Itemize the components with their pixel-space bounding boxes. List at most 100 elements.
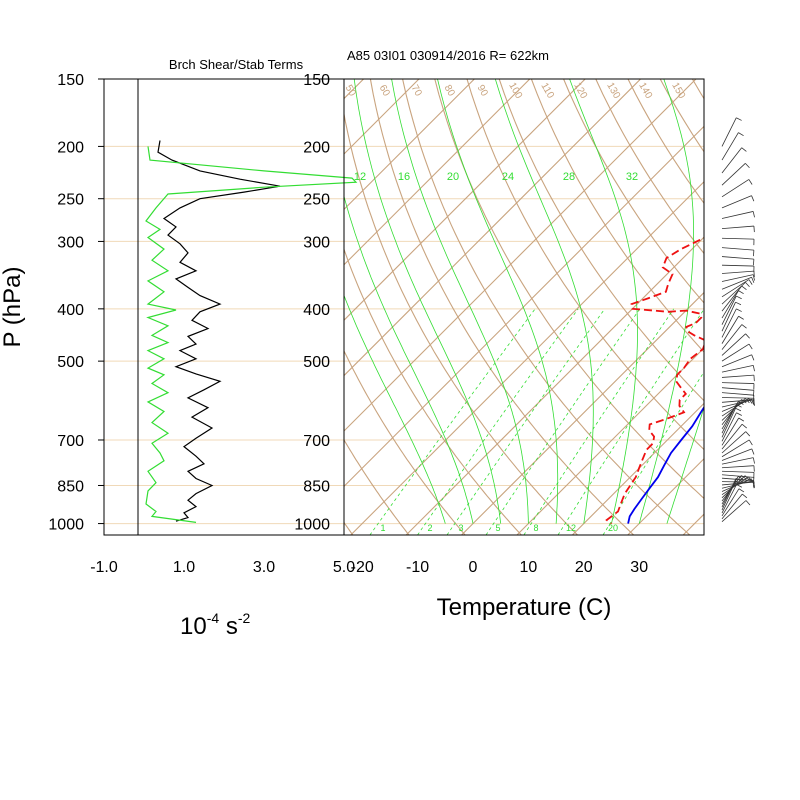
- xlabel-space: [219, 613, 226, 640]
- left-y-tick-label: 400: [57, 302, 84, 319]
- skewt-isotherm: [344, 79, 697, 432]
- skewt-dry-adiabat: [344, 111, 578, 535]
- wind-barb-flag: [742, 493, 748, 499]
- skewt-mixing-ratio-line: [446, 308, 606, 535]
- mixing-ratio-bottom-label: 8: [533, 523, 538, 533]
- wind-barb-staff: [721, 392, 754, 396]
- wind-barb-staff: [721, 225, 754, 229]
- wind-barb-staff: [721, 417, 740, 446]
- temperature-profile: [627, 405, 704, 524]
- skewt-dry-adiabat: [530, 79, 704, 353]
- mixing-ratio-top-label: 32: [626, 171, 638, 183]
- skewt-moist-adiabat: [353, 79, 502, 524]
- wind-barb-staff: [721, 382, 754, 384]
- skewt-isotherm: [794, 79, 800, 535]
- skewt-dry-adiabat: [344, 247, 522, 535]
- left-x-tick-label: -1.0: [90, 559, 118, 576]
- wind-barb-staff: [721, 195, 752, 209]
- xlabel-unit: s: [226, 613, 238, 640]
- wind-barb-flag: [745, 282, 750, 288]
- wind-barb-flag: [744, 475, 750, 481]
- skewt-x-tick-label: 10: [520, 559, 538, 576]
- wind-barb-staff: [721, 324, 743, 350]
- skewt-x-tick-label: -10: [406, 559, 429, 576]
- theta-label: 50: [343, 83, 358, 99]
- wind-barb-flag: [741, 324, 747, 329]
- wind-barb-flag: [744, 398, 750, 404]
- skewt-y-tick-label: 1000: [294, 517, 330, 534]
- mixing-ratio-bottom-label: 3: [458, 523, 463, 533]
- wind-barb-flag: [751, 478, 755, 485]
- left-y-axis-label: P (hPa): [0, 267, 26, 348]
- mixing-ratio-top-label: 24: [502, 171, 514, 183]
- wind-barb-staff: [721, 333, 746, 356]
- left-x-axis-label: 10-4 s-2: [180, 610, 250, 640]
- left-y-tick-label: 150: [57, 72, 84, 89]
- wind-barb-flag: [736, 308, 742, 312]
- wind-barb-flag: [738, 417, 745, 422]
- wind-barb-flag: [748, 343, 753, 350]
- wind-barb-staff: [721, 481, 754, 486]
- wind-barb-flag: [735, 301, 742, 306]
- skewt-dry-adiabat: [344, 521, 354, 535]
- left-y-tick-label: 500: [57, 354, 84, 371]
- theta-label: 130: [604, 81, 622, 101]
- wind-barb-staff: [721, 117, 737, 147]
- skewt-x-tick-label: 20: [575, 559, 593, 576]
- skewt-dry-adiabat: [659, 79, 704, 153]
- skewt-moist-adiabat: [344, 194, 474, 524]
- wind-barb-staff: [721, 343, 750, 362]
- wind-barb-staff: [721, 448, 752, 461]
- theta-label: 110: [538, 81, 556, 101]
- skewt-dry-adiabat: [498, 79, 704, 402]
- wind-barb-staff: [721, 404, 737, 434]
- wind-barb-staff: [721, 408, 736, 438]
- wind-barb-flag: [748, 279, 753, 285]
- xlabel-exponent: -4: [207, 610, 220, 626]
- wind-barb-staff: [721, 364, 754, 373]
- wind-barb-staff: [721, 132, 739, 161]
- skewt-mixing-ratio-line: [369, 308, 536, 535]
- skewt-isotherm: [0, 79, 253, 535]
- skewt-mixing-ratio-line: [417, 308, 579, 535]
- wind-barb-staff: [721, 484, 737, 514]
- wind-barb-flag: [748, 179, 753, 185]
- skewt-mixing-ratio-line: [557, 308, 704, 535]
- wind-barb-staff: [721, 211, 754, 219]
- wind-barb-flag: [741, 285, 747, 291]
- wind-barb-flag: [738, 132, 744, 137]
- wind-barb-flag: [735, 407, 742, 412]
- wind-barb-flag: [745, 500, 751, 506]
- theta-label: 70: [409, 83, 424, 99]
- wind-barb-staff: [721, 465, 754, 469]
- left-x-tick-label: 3.0: [253, 559, 275, 576]
- wind-barb-staff: [721, 488, 740, 517]
- skewt-y-tick-label: 400: [303, 302, 330, 319]
- wind-barb-flag: [736, 117, 742, 121]
- wind-barb-staff: [721, 147, 742, 174]
- skewt-y-tick-label: 150: [303, 72, 330, 89]
- skewt-background-grid: [0, 79, 800, 535]
- wind-barb-flag: [741, 423, 747, 429]
- wind-barb-staff: [721, 264, 754, 267]
- wind-barb-flag: [738, 488, 745, 493]
- mixing-ratio-bottom-label: 2: [427, 523, 432, 533]
- wind-barb-staff: [721, 308, 737, 338]
- skewt-isotherm: [344, 79, 586, 321]
- left-series-green: [145, 146, 358, 523]
- theta-label: 80: [442, 83, 457, 99]
- wind-barb-staff: [721, 397, 755, 399]
- wind-barb-staff: [721, 478, 737, 508]
- wind-barb-staff: [721, 470, 754, 473]
- wind-barb-flag: [738, 401, 744, 405]
- wind-barb-flag: [736, 404, 742, 408]
- left-x-tick-label: 5.0: [333, 559, 355, 576]
- wind-barb-staff: [721, 500, 747, 522]
- wind-barb-staff: [721, 374, 754, 378]
- skewt-dry-adiabat: [595, 79, 704, 255]
- left-y-tick-label: 700: [57, 433, 84, 450]
- wind-barb-staff: [721, 431, 747, 454]
- wind-barb-flag: [735, 480, 742, 484]
- wind-barb-flag: [751, 277, 755, 283]
